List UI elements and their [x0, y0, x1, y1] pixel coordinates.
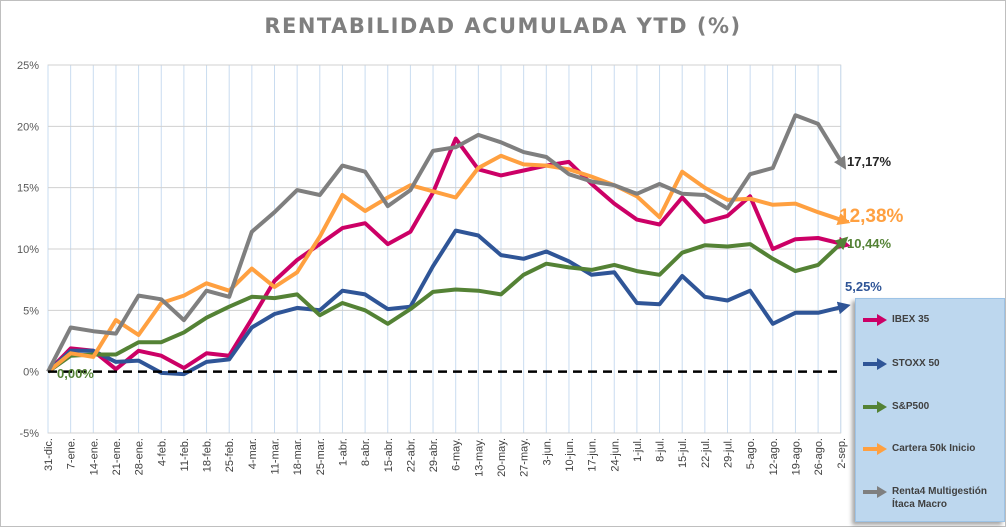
- legend-label: IBEX 35: [892, 314, 930, 325]
- x-tick-label: 24-jun.: [609, 438, 621, 472]
- legend-arrow-icon: [863, 358, 887, 370]
- x-tick-label: 19-ago.: [790, 438, 802, 475]
- legend-label: Cartera 50k Inicio: [892, 443, 976, 454]
- series-line: [46, 236, 849, 374]
- x-tick-label: 1-abr.: [337, 438, 349, 466]
- legend-arrow-icon: [863, 486, 887, 498]
- x-tick-label: 18-feb.: [202, 438, 214, 472]
- legend-item: S&P500: [862, 400, 998, 413]
- chart-title: RENTABILIDAD ACUMULADA YTD (%): [264, 14, 742, 38]
- y-tick-label: 25%: [17, 60, 39, 72]
- x-tick-label: 20-may.: [496, 438, 508, 477]
- data-label: 0,00%: [57, 366, 94, 381]
- data-label: 10,44%: [847, 236, 892, 251]
- x-tick-label: 17-jun.: [587, 438, 599, 472]
- data-label: 5,25%: [845, 279, 882, 294]
- series-line: [46, 153, 851, 374]
- x-tick-label: 4-feb.: [156, 438, 168, 466]
- x-tick-label: 7-ene.: [66, 438, 78, 469]
- x-tick-label: 14-ene.: [88, 438, 100, 475]
- x-tick-label: 27-may.: [519, 438, 531, 477]
- y-tick-label: -5%: [19, 428, 39, 440]
- x-tick-label: 12-ago.: [768, 438, 780, 475]
- y-tick-label: 10%: [17, 244, 39, 256]
- series-line: [46, 228, 851, 377]
- legend-label: Renta4 Multigestión Ítaca Macro: [892, 486, 988, 510]
- legend: IBEX 35 STOXX 50 S&P500 Cartera 50k Inicio R…: [855, 298, 1005, 522]
- x-tick-label: 11-mar.: [270, 438, 282, 474]
- y-tick-label: 0%: [23, 367, 39, 379]
- legend-item: Cartera 50k Inicio: [862, 442, 998, 455]
- x-tick-label: 3-jun.: [541, 438, 553, 466]
- legend-label: S&P500: [892, 401, 930, 412]
- x-tick-label: 29-abr.: [428, 438, 440, 472]
- legend-item: Renta4 Multigestión Ítaca Macro: [862, 485, 998, 511]
- x-tick-label: 25-mar.: [315, 438, 327, 475]
- legend-arrow-icon: [863, 314, 887, 326]
- series-line: [46, 136, 851, 374]
- x-tick-label: 10-jun.: [564, 438, 576, 472]
- x-tick-label: 8-jul.: [655, 438, 667, 462]
- x-tick-label: 25-feb.: [224, 438, 236, 472]
- x-tick-label: 22-abr.: [405, 438, 417, 472]
- x-tick-label: 18-mar.: [292, 438, 304, 475]
- x-tick-label: 31-dic.: [43, 438, 55, 471]
- legend-item: IBEX 35: [862, 313, 998, 326]
- x-tick-label: 13-may.: [473, 438, 485, 477]
- x-tick-label: 15-jul.: [677, 438, 689, 468]
- y-tick-label: 5%: [23, 305, 39, 317]
- x-tick-label: 22-jul.: [700, 438, 712, 468]
- x-tick-label: 11-feb.: [179, 438, 191, 471]
- x-tick-label: 15-abr.: [383, 438, 395, 472]
- x-tick-label: 21-ene.: [111, 438, 123, 475]
- x-tick-label: 5-ago.: [745, 438, 757, 469]
- x-tick-label: 8-abr.: [360, 438, 372, 466]
- x-tick-label: 1-jul.: [632, 438, 644, 462]
- series-line: [46, 113, 847, 373]
- x-tick-label: 2-sep.: [836, 438, 848, 469]
- data-label: 17,17%: [847, 154, 892, 169]
- x-tick-label: 4-mar.: [247, 438, 259, 469]
- legend-label: STOXX 50: [892, 358, 940, 369]
- legend-arrow-icon: [863, 443, 887, 455]
- data-label: 12,38%: [839, 206, 904, 227]
- x-tick-label: 29-jul.: [723, 438, 735, 468]
- y-tick-label: 15%: [17, 183, 39, 195]
- y-tick-label: 20%: [17, 121, 39, 133]
- legend-item: STOXX 50: [862, 357, 998, 370]
- x-tick-label: 6-may.: [451, 438, 463, 471]
- x-tick-label: 28-ene.: [134, 438, 146, 475]
- legend-arrow-icon: [863, 401, 887, 413]
- x-tick-label: 26-ago.: [813, 438, 825, 475]
